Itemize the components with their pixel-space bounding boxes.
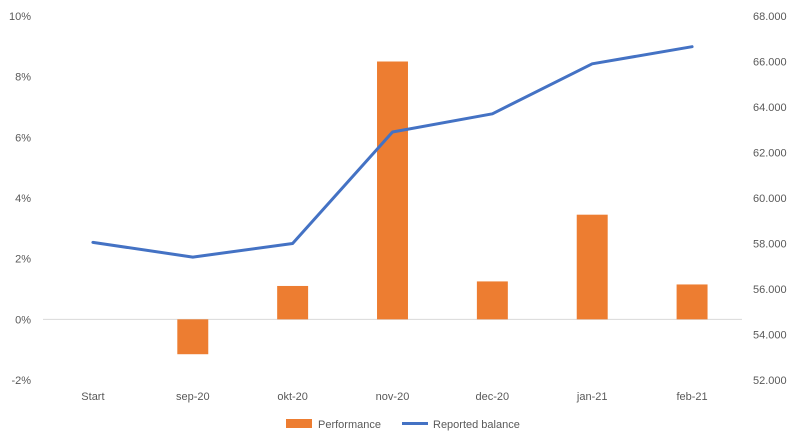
y-right-tick-label: 56.000 — [753, 284, 787, 296]
y-right-tick-label: 66.000 — [753, 57, 787, 69]
x-tick-label: nov-20 — [376, 391, 410, 403]
x-tick-label: sep-20 — [176, 391, 210, 403]
y-right-tick-label: 64.000 — [753, 102, 787, 114]
y-left-tick-label: 6% — [15, 132, 31, 144]
x-tick-label: okt-20 — [277, 391, 308, 403]
performance-bar-nov-20 — [377, 61, 408, 320]
y-right-tick-label: 52.000 — [753, 375, 787, 387]
x-tick-label: Start — [81, 391, 104, 403]
y-left-tick-label: -2% — [11, 375, 31, 387]
performance-bar-feb-21 — [676, 284, 708, 320]
y-left-tick-label: 4% — [15, 193, 31, 205]
performance-bar-sep-20 — [177, 319, 209, 355]
y-right-tick-label: 54.000 — [753, 330, 787, 342]
legend: Performance Reported balance — [286, 419, 520, 431]
reported-balance-line — [91, 45, 694, 259]
y-right-tick-label: 60.000 — [753, 193, 787, 205]
performance-bar-jan-21 — [576, 214, 608, 320]
x-tick-label: feb-21 — [676, 391, 707, 403]
performance-bar-dec-20 — [476, 281, 508, 320]
performance-bar-okt-20 — [277, 285, 309, 320]
y-right-tick-label: 68.000 — [753, 11, 787, 23]
x-tick-label: jan-21 — [576, 391, 608, 403]
y-left-tick-label: 2% — [15, 254, 31, 266]
y-left-tick-label: 10% — [9, 11, 31, 23]
legend-label-reported-balance: Reported balance — [433, 419, 520, 431]
legend-label-performance: Performance — [318, 419, 381, 431]
y-right-tick-label: 62.000 — [753, 148, 787, 160]
y-left-tick-label: 8% — [15, 72, 31, 84]
y-left-tick-label: 0% — [15, 314, 31, 326]
legend-swatch-performance — [286, 419, 312, 428]
x-tick-label: dec-20 — [476, 391, 510, 403]
y-right-tick-label: 58.000 — [753, 239, 787, 251]
